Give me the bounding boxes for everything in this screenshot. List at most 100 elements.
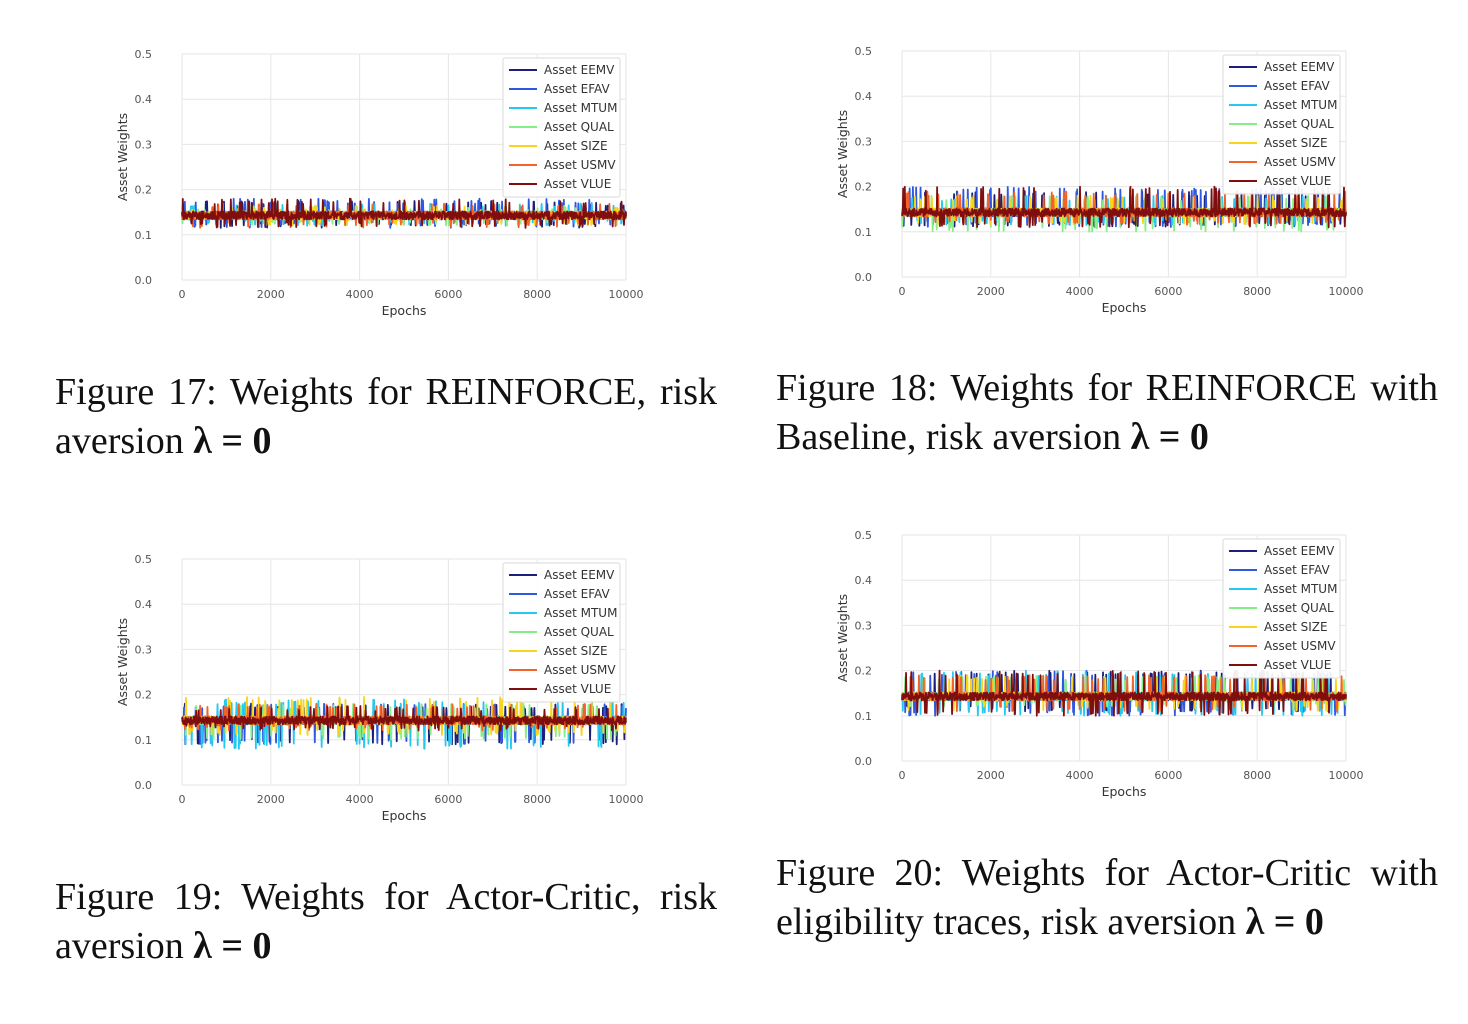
x-tick-label: 6000: [1154, 769, 1182, 782]
figure-18-caption-text: Figure 18: Weights for REINFORCE with Ba…: [776, 367, 1438, 458]
series-line-asset-vlue: [901, 669, 1347, 717]
y-tick-label: 0.2: [855, 181, 873, 194]
legend-label: Asset SIZE: [1264, 620, 1328, 634]
figure-19-chart: 0.0 0.1 0.2 0.3 0.4 0.5 0 2000 4000 6000 8000 10000…: [110, 545, 650, 835]
y-tick-label: 0.5: [135, 48, 153, 61]
x-tick-label: 10000: [1329, 769, 1364, 782]
x-tick-label: 6000: [1154, 285, 1182, 298]
x-tick-label: 0: [179, 793, 186, 806]
legend: Asset EEMV Asset EFAV Asset MTUM Asset QUAL…: [502, 562, 621, 703]
figure-19-caption: Figure 19: Weights for Actor-Critic, ris…: [55, 873, 717, 971]
legend-label: Asset QUAL: [1264, 117, 1334, 131]
legend-label: Asset MTUM: [1264, 582, 1337, 596]
x-tick-label: 2000: [977, 285, 1005, 298]
x-tick-label: 8000: [523, 793, 551, 806]
figure-19-svg: 0.0 0.1 0.2 0.3 0.4 0.5 0 2000 4000 6000 8000 10000…: [115, 553, 644, 823]
y-tick-label: 0.4: [855, 90, 873, 103]
y-axis-label: Asset Weights: [835, 110, 850, 198]
y-tick-label: 0.4: [135, 93, 153, 106]
y-tick-label: 0.3: [135, 643, 153, 656]
x-axis-label: Epochs: [382, 808, 427, 823]
legend-box: [1222, 54, 1341, 195]
series-group: [181, 197, 627, 229]
legend-box: [1222, 538, 1341, 679]
legend-label: Asset QUAL: [544, 625, 614, 639]
x-tick-label: 8000: [523, 288, 551, 301]
series-line-asset-vlue: [181, 197, 627, 229]
figure-20-caption: Figure 20: Weights for Actor-Critic with…: [776, 849, 1438, 947]
grid: [901, 50, 1347, 278]
y-tick-label: 0.3: [855, 619, 873, 632]
legend-label: Asset QUAL: [544, 120, 614, 134]
figure-18-caption-math: λ = 0: [1130, 416, 1209, 458]
y-tick-label: 0.5: [855, 529, 873, 542]
legend-label: Asset SIZE: [544, 139, 608, 153]
x-tick-label: 2000: [257, 288, 285, 301]
legend-label: Asset MTUM: [544, 101, 617, 115]
legend-label: Asset SIZE: [544, 644, 608, 658]
y-tick-label: 0.3: [855, 135, 873, 148]
figure-20-caption-math: λ = 0: [1245, 901, 1324, 943]
legend-label: Asset USMV: [1264, 639, 1336, 653]
x-tick-label: 4000: [346, 288, 374, 301]
figure-20-chart: 0.0 0.1 0.2 0.3 0.4 0.5 0 2000 4000 6000 8000 10000…: [830, 521, 1370, 811]
legend-label: Asset USMV: [544, 158, 616, 172]
series-line-asset-vlue: [901, 185, 1347, 229]
figure-18-svg: 0.0 0.1 0.2 0.3 0.4 0.5 0 2000 4000 6000 8000 10000…: [835, 45, 1364, 315]
legend-label: Asset EEMV: [1264, 544, 1335, 558]
legend-label: Asset MTUM: [1264, 98, 1337, 112]
legend-label: Asset EFAV: [544, 82, 610, 96]
x-tick-label: 2000: [977, 769, 1005, 782]
legend-label: Asset EFAV: [544, 587, 610, 601]
series-group: [901, 669, 1347, 717]
x-tick-label: 4000: [1066, 769, 1094, 782]
y-axis-label: Asset Weights: [115, 113, 130, 201]
figure-18-caption: Figure 18: Weights for REINFORCE with Ba…: [776, 364, 1438, 462]
series-line-asset-vlue: [181, 705, 627, 732]
figure-17-svg: 0.0 0.1 0.2 0.3 0.4 0.5 0 2000 4000 6000 8000 10000…: [115, 48, 644, 318]
y-tick-label: 0.5: [855, 45, 873, 58]
x-axis-label: Epochs: [1102, 300, 1147, 315]
y-tick-label: 0.0: [135, 779, 153, 792]
y-tick-label: 0.3: [135, 138, 153, 151]
series-group: [901, 185, 1347, 233]
legend-label: Asset USMV: [544, 663, 616, 677]
y-tick-label: 0.1: [855, 710, 873, 723]
y-tick-label: 0.4: [855, 574, 873, 587]
series-group: [181, 695, 627, 750]
legend-label: Asset EEMV: [544, 63, 615, 77]
legend-label: Asset EFAV: [1264, 79, 1330, 93]
x-tick-label: 10000: [609, 793, 644, 806]
legend: Asset EEMV Asset EFAV Asset MTUM Asset QUAL…: [502, 57, 621, 198]
y-tick-label: 0.4: [135, 598, 153, 611]
legend-label: Asset EEMV: [1264, 60, 1335, 74]
figure-17-caption-text: Figure 17: Weights for REINFORCE, risk a…: [55, 371, 717, 462]
x-tick-label: 8000: [1243, 285, 1271, 298]
y-tick-label: 0.5: [135, 553, 153, 566]
legend-label: Asset VLUE: [1264, 174, 1331, 188]
legend-label: Asset SIZE: [1264, 136, 1328, 150]
y-tick-label: 0.2: [135, 689, 153, 702]
figure-17-chart: 0.0 0.1 0.2 0.3 0.4 0.5 0 2000 4000 6000 8000 10000…: [110, 40, 650, 330]
x-tick-label: 6000: [434, 793, 462, 806]
y-axis-label: Asset Weights: [115, 618, 130, 706]
y-tick-label: 0.2: [135, 184, 153, 197]
legend-label: Asset USMV: [1264, 155, 1336, 169]
x-tick-label: 6000: [434, 288, 462, 301]
figure-18-chart: 0.0 0.1 0.2 0.3 0.4 0.5 0 2000 4000 6000 8000 10000…: [830, 37, 1370, 327]
legend: Asset EEMV Asset EFAV Asset MTUM Asset QUAL…: [1222, 54, 1341, 195]
figure-20-svg: 0.0 0.1 0.2 0.3 0.4 0.5 0 2000 4000 6000 8000 10000…: [835, 529, 1364, 799]
x-axis-label: Epochs: [382, 303, 427, 318]
legend-label: Asset VLUE: [1264, 658, 1331, 672]
figure-20-caption-text: Figure 20: Weights for Actor-Critic with…: [776, 852, 1438, 943]
x-tick-label: 2000: [257, 793, 285, 806]
x-axis-label: Epochs: [1102, 784, 1147, 799]
legend-label: Asset QUAL: [1264, 601, 1334, 615]
y-tick-label: 0.0: [855, 271, 873, 284]
x-tick-label: 10000: [609, 288, 644, 301]
y-axis-label: Asset Weights: [835, 594, 850, 682]
x-tick-label: 0: [179, 288, 186, 301]
x-tick-label: 4000: [346, 793, 374, 806]
x-tick-label: 8000: [1243, 769, 1271, 782]
x-tick-label: 0: [899, 285, 906, 298]
